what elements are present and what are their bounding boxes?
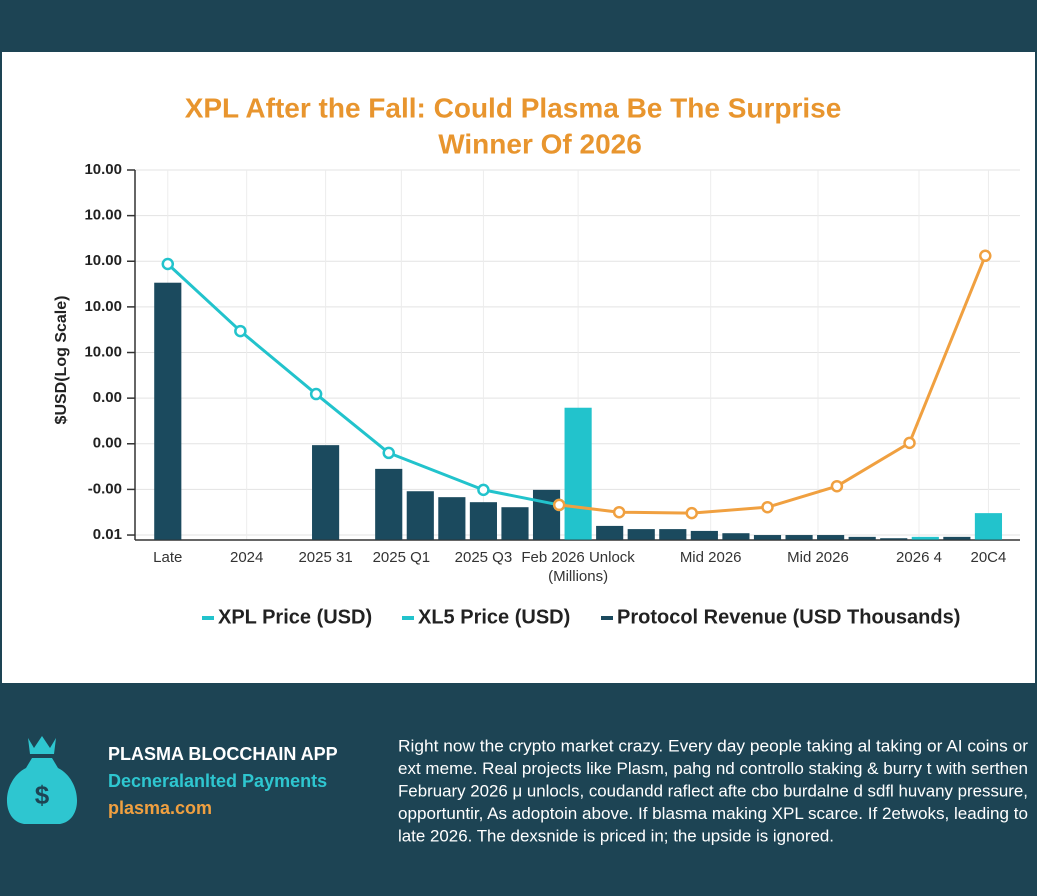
point <box>612 505 626 519</box>
y-tick-label: 10.00 <box>84 343 122 360</box>
legend-label: XL5 Price (USD) <box>418 606 570 628</box>
y-tick-label: 10.00 <box>84 161 122 178</box>
x-tick-label: Feb 2026 Unlock <box>521 549 635 566</box>
point <box>761 500 774 514</box>
y-tick-label: 10.00 <box>84 207 122 224</box>
legend-label: XPL Price (USD) <box>218 606 372 628</box>
bar <box>154 282 182 540</box>
bar <box>312 445 340 540</box>
tagline: Decneralanlted Payments <box>108 771 327 791</box>
bar <box>627 529 655 540</box>
bar <box>690 530 718 540</box>
bar <box>785 535 813 540</box>
x-tick-label: 2025 Q3 <box>455 549 513 566</box>
bar <box>943 536 971 540</box>
description-line: February 2026 μ unlocls, coudandd raflec… <box>398 781 1028 800</box>
bar <box>817 535 845 540</box>
y-tick-label: 10.00 <box>84 252 122 269</box>
bar <box>880 538 908 540</box>
bar <box>501 507 529 540</box>
point <box>685 506 698 520</box>
bar <box>974 513 1003 540</box>
point <box>161 257 175 271</box>
x-tick-label: 2024 <box>230 549 263 566</box>
app-name: PLASMA BLOCCHAIN APP <box>108 744 338 764</box>
point <box>477 483 490 497</box>
bar <box>375 468 403 540</box>
x-tick-label: Mid 2026 <box>680 549 742 566</box>
point <box>309 387 323 401</box>
bar <box>596 525 624 540</box>
x-tick-label: 20C4 <box>971 549 1007 566</box>
point <box>830 479 844 493</box>
x-tick-label: 2025 Q1 <box>373 549 431 566</box>
data-marks <box>154 249 1003 540</box>
y-tick-label: 0.01 <box>93 526 122 543</box>
x-tick-label: Mid 2026 <box>787 549 849 566</box>
bar <box>532 489 561 540</box>
legend-label: Protocol Revenue (USD Thousands) <box>617 606 960 628</box>
x-tick-note: (Millions) <box>548 568 608 585</box>
y-tick-label: 0.00 <box>93 389 122 406</box>
point <box>903 436 916 450</box>
bar <box>564 407 592 540</box>
chart-title: Winner Of 2026 <box>438 128 642 159</box>
bar <box>438 497 466 540</box>
bar <box>848 536 876 540</box>
x-tick-label: Late <box>153 549 182 566</box>
logo-icon: $ <box>6 736 78 824</box>
point <box>979 249 992 263</box>
site-url: plasma.com <box>108 798 212 818</box>
bar <box>753 535 782 540</box>
bar <box>659 529 687 540</box>
bar <box>911 536 939 540</box>
description-line: opportuntir, As adoptoin above. If blasm… <box>398 804 1028 823</box>
y-axis-title: $USD(Log Scale) <box>53 296 70 425</box>
bar <box>469 502 497 540</box>
bar <box>722 533 750 540</box>
description-line: ext meme. Real projects like Plasm, pahg… <box>398 759 1028 778</box>
chart-title: XPL After the Fall: Could Plasma Be The … <box>185 92 842 123</box>
description-line: late 2026. The dexsnide is priced in; th… <box>398 826 834 845</box>
svg-text:$: $ <box>35 780 50 810</box>
y-tick-label: 10.00 <box>84 298 122 315</box>
description: Right now the crypto market crazy. Every… <box>398 736 1028 845</box>
x-tick-label: 2026 4 <box>896 549 942 566</box>
bar <box>406 491 434 540</box>
x-tick-label: 2025 31 <box>298 549 352 566</box>
legend: XPL Price (USD) XL5 Price (USD) Protocol R… <box>202 606 960 628</box>
point <box>552 498 566 512</box>
point <box>382 446 395 460</box>
line <box>166 262 560 507</box>
description-line: Right now the crypto market crazy. Every… <box>398 736 1028 755</box>
y-tick-label: 0.00 <box>93 435 122 452</box>
point <box>234 324 247 338</box>
y-tick-label: -0.00 <box>88 480 122 497</box>
